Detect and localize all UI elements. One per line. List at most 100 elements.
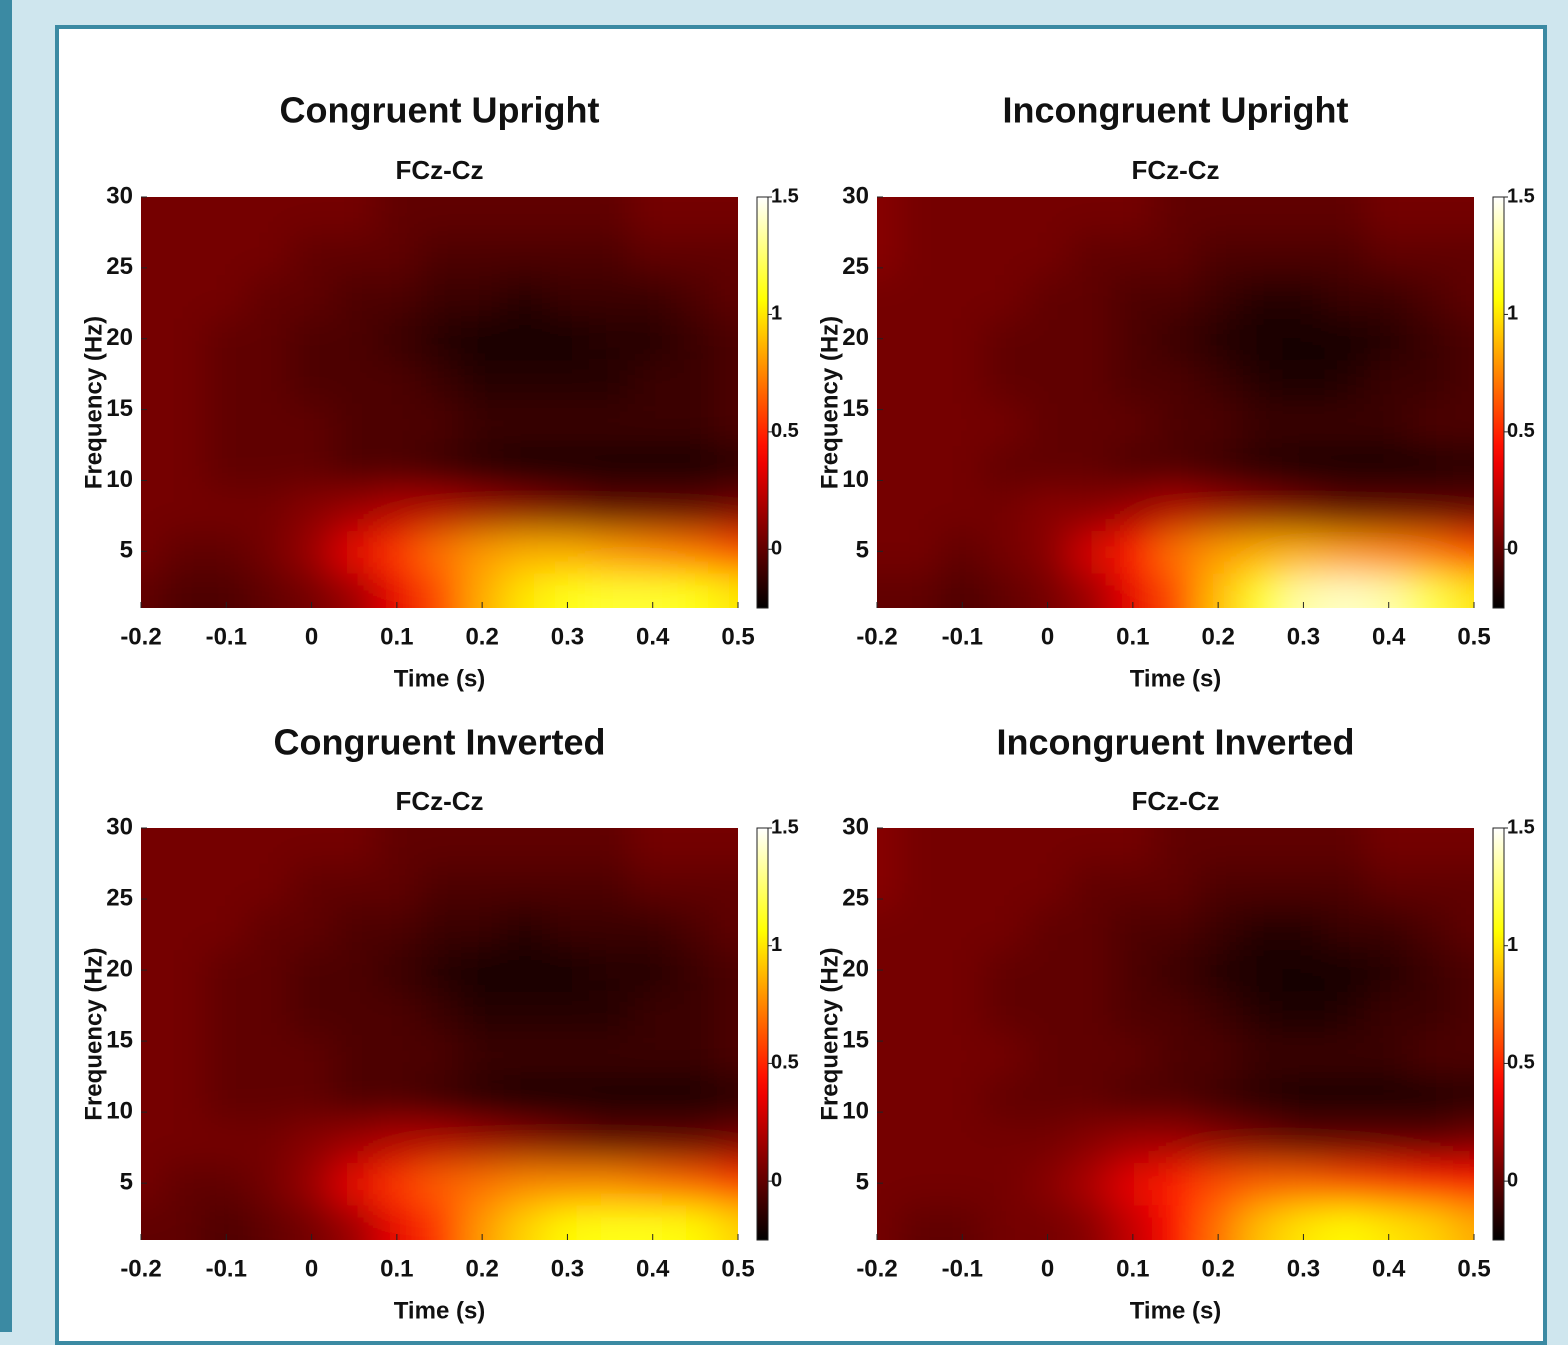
heatmap-cell [898,1204,942,1240]
heatmap-cell [141,572,164,608]
heatmap-cell [1239,445,1284,489]
heatmap-cell [1196,828,1241,865]
colorbar-tick-label: 1.5 [1507,185,1535,207]
heatmap-cell [1452,828,1474,865]
heatmap-cell [983,906,1028,950]
heatmap-cell [1367,828,1412,865]
heatmap-cell [898,991,942,1035]
heatmap-cell [204,317,249,361]
heatmap-cell [375,1034,420,1078]
heatmap-cell [1367,445,1412,489]
heatmap-cell [1196,1119,1241,1163]
heatmap-cell [503,1161,548,1206]
chart-title: Incongruent Upright [1003,90,1349,131]
heatmap-cell [1282,828,1326,865]
x-tick-label: -0.2 [856,1255,897,1282]
heatmap-cell [503,487,548,532]
heatmap-cell [674,197,718,234]
heatmap-cell [1410,487,1454,532]
y-tick-label: 20 [842,324,869,351]
heatmap-cell [1026,948,1070,993]
heatmap-cell [460,1204,505,1240]
heatmap-cell [290,445,334,489]
heatmap-cell [716,863,738,908]
heatmap-cell [983,530,1028,574]
colorbar [1492,196,1505,609]
heatmap [877,828,1474,1240]
y-tick-label: 5 [120,537,133,564]
heatmap-cells [877,197,1474,608]
heatmap-cell [204,1076,249,1121]
heatmap-cell [1026,906,1070,950]
x-tick-label: -0.2 [120,1255,161,1282]
heatmap-cell [460,402,505,447]
heatmap-cell [1026,445,1070,489]
heatmap-cell [1026,863,1070,908]
heatmap-cell [1410,1161,1454,1206]
colorbar-tick-label: 1.5 [1507,816,1535,838]
heatmap-cell [1324,1161,1369,1206]
heatmap-cell [940,906,985,950]
heatmap-cell [631,274,676,319]
heatmap-cell [898,487,942,532]
heatmap-cell [204,274,249,319]
heatmap-cell [1026,359,1070,404]
heatmap-cell [1239,402,1284,447]
heatmap-cell [940,402,985,447]
heatmap-cell [1367,232,1412,276]
heatmap-cell [1410,274,1454,319]
heatmap-cell [1239,1034,1284,1078]
heatmap-cell [247,991,292,1035]
heatmap-cell [898,530,942,574]
y-tick-label: 5 [120,1169,133,1196]
heatmap-cell [716,1119,738,1163]
heatmap-cell [674,572,718,608]
heatmap-cell [674,487,718,532]
heatmap-cell [141,530,164,574]
heatmap-cell [674,991,718,1035]
heatmap-cell [418,1034,462,1078]
heatmap-cell [1154,359,1198,404]
heatmap-cell [375,402,420,447]
heatmap-cell [204,530,249,574]
heatmap-cell [1111,232,1156,276]
heatmap-cell [375,487,420,532]
heatmap-cell [375,445,420,489]
heatmap-cell [1068,906,1113,950]
heatmap-cell [716,359,738,404]
heatmap-cell [546,402,590,447]
heatmap-cell [1282,863,1326,908]
heatmap-cell [716,317,738,361]
heatmap [877,197,1474,608]
heatmap-cell [1367,359,1412,404]
heatmap-cell [1196,359,1241,404]
heatmap-cell [674,1076,718,1121]
heatmap-cell [877,317,900,361]
heatmap-cell [1068,1204,1113,1240]
heatmap-cell [1324,317,1369,361]
heatmap-cell [460,445,505,489]
heatmap-cell [1324,991,1369,1035]
heatmap-cell [1239,487,1284,532]
heatmap-cell [1410,445,1454,489]
heatmap-cell [418,359,462,404]
heatmap-cell [898,906,942,950]
heatmap-cell [1026,530,1070,574]
heatmap-cell [162,991,206,1035]
heatmap-cell [716,572,738,608]
heatmap-cell [1154,828,1198,865]
heatmap-cell [1154,906,1198,950]
heatmap-cell [290,863,334,908]
heatmap-cell [418,906,462,950]
heatmap-cell [983,991,1028,1035]
y-tick-label: 5 [856,1169,869,1196]
heatmap-cell [460,359,505,404]
heatmap-cell [1026,402,1070,447]
heatmap-cell [460,828,505,865]
heatmap-cell [1410,197,1454,234]
heatmap-cell [1410,948,1454,993]
heatmap [141,197,738,608]
heatmap-cell [375,828,420,865]
heatmap-cell [204,402,249,447]
heatmap-cell [247,572,292,608]
